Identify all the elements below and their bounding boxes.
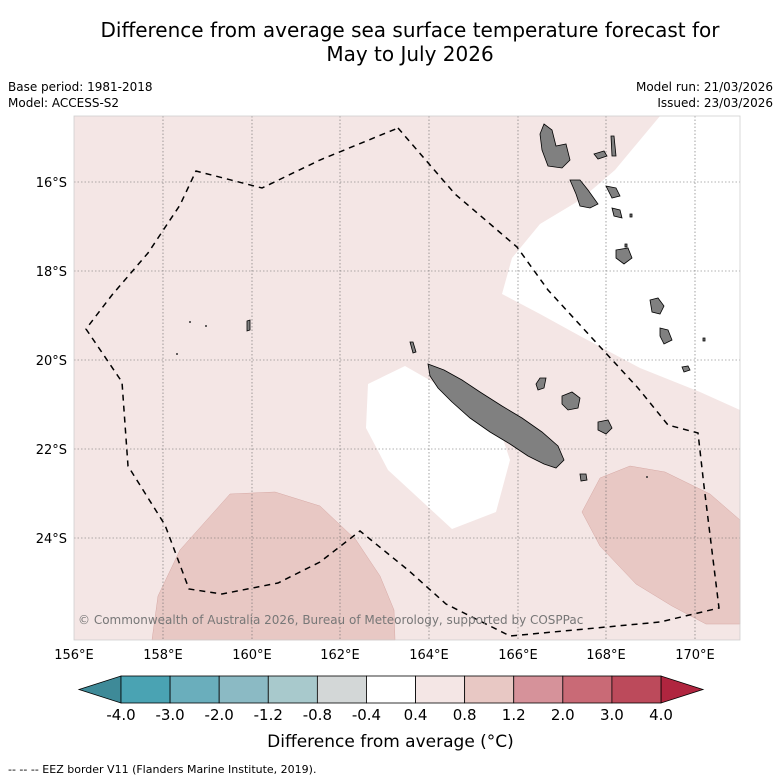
lon-label: 158°E — [143, 648, 183, 663]
colorbar-under-arrow — [77, 675, 122, 704]
colorbar-tick-label: 2.0 — [551, 706, 575, 724]
meta-right: Model run: 21/03/2026 Issued: 23/03/2026 — [636, 79, 773, 111]
eez-border — [85, 127, 720, 637]
warm-region-southwest — [151, 491, 396, 641]
title-line-1: Difference from average sea surface temp… — [100, 18, 720, 42]
graticule — [74, 116, 740, 640]
lon-label: 162°E — [320, 648, 360, 663]
loyalty-island-ouvea — [535, 377, 547, 391]
colorbar-bin — [464, 675, 515, 704]
map-title: Difference from average sea surface temp… — [20, 18, 781, 66]
vanuatu-tanna — [659, 327, 673, 345]
warm-region-southeast — [581, 465, 741, 625]
lat-labels: 16°S 18°S 20°S 22°S 24°S — [36, 176, 67, 547]
vanuatu-ambae — [593, 150, 608, 160]
lat-label: 16°S — [36, 176, 67, 191]
chesterfield-islet — [246, 319, 251, 332]
colorbar-tick-label: -3.0 — [155, 706, 184, 724]
colorbar-tick-label: 0.4 — [404, 706, 428, 724]
vanuatu-aneityum — [681, 365, 691, 373]
vanuatu-erromango — [649, 297, 665, 315]
lon-label: 160°E — [232, 648, 272, 663]
colorbar-bin — [267, 675, 318, 704]
colorbar-tick-label: -1.2 — [254, 706, 283, 724]
lon-label: 156°E — [54, 648, 94, 663]
vanuatu-epi — [611, 207, 623, 219]
colorbar: -4.0 -3.0 -2.0 -1.2 -0.8 -0.4 0.4 0.8 1.2 2.0 3.0 4… — [77, 675, 705, 724]
colorbar-bin — [316, 675, 367, 704]
neutral-region-central — [366, 366, 510, 529]
colorbar-tick-label: 4.0 — [649, 706, 673, 724]
reef-dot — [646, 476, 648, 478]
colorbar-tick-label: -0.8 — [303, 706, 332, 724]
small-islet-1 — [629, 213, 633, 218]
reef-dot — [176, 353, 178, 355]
tiny-reefs — [176, 321, 648, 478]
loyalty-island-lifou — [561, 391, 581, 411]
model-run: Model run: 21/03/2026 — [635, 80, 773, 94]
lon-label: 166°E — [498, 648, 538, 663]
vanuatu-pentecost — [605, 185, 621, 199]
isle-of-pines — [579, 473, 588, 482]
colorbar-bin — [218, 675, 269, 704]
colorbar-tick-label: 3.0 — [600, 706, 624, 724]
colorbar-bin — [366, 675, 416, 704]
small-islet-3 — [702, 337, 706, 342]
model-name: Model: ACCESS-S2 — [8, 96, 120, 110]
colorbar-over-arrow — [660, 675, 705, 704]
neutral-region-northeast — [502, 116, 740, 410]
reef-dot — [189, 321, 191, 323]
colorbar-bin — [562, 675, 613, 704]
issued-date: Issued: 23/03/2026 — [657, 96, 773, 110]
base-period: Base period: 1981-2018 — [8, 80, 153, 94]
colorbar-tick-label: -2.0 — [205, 706, 234, 724]
vanuatu-espiritu-santo — [539, 123, 571, 169]
vanuatu-malakula — [569, 179, 599, 209]
loyalty-island-mare — [597, 419, 613, 435]
vanuatu-maewo — [610, 135, 617, 157]
vanuatu-efate — [615, 247, 633, 265]
lon-labels: 156°E 158°E 160°E 162°E 164°E 166°E 168°… — [54, 648, 715, 663]
new-caledonia-mainland — [427, 363, 565, 469]
lon-label: 168°E — [586, 648, 626, 663]
lon-label: 170°E — [675, 648, 715, 663]
colorbar-bin — [513, 675, 564, 704]
copyright-notice: © Commonwealth of Australia 2026, Bureau… — [78, 613, 584, 627]
reef-dot — [205, 325, 207, 327]
colorbar-tick-label: 1.2 — [502, 706, 526, 724]
map-frame — [73, 115, 741, 641]
colorbar-tick-label: -4.0 — [106, 706, 135, 724]
lat-label: 22°S — [36, 443, 67, 458]
title-line-2: May to July 2026 — [326, 42, 494, 66]
colorbar-bin — [611, 675, 662, 704]
colorbar-tick-label: -0.4 — [352, 706, 381, 724]
lat-label: 18°S — [36, 265, 67, 280]
small-islet-2 — [624, 243, 628, 248]
land-masses — [246, 123, 706, 482]
meta-left: Base period: 1981-2018 Model: ACCESS-S2 — [8, 79, 153, 111]
colorbar-tick-label: 0.8 — [453, 706, 477, 724]
lon-label: 164°E — [409, 648, 449, 663]
colorbar-title: Difference from average (°C) — [267, 732, 514, 752]
colorbar-bin — [120, 675, 171, 704]
lat-label: 20°S — [36, 354, 67, 369]
lat-label: 24°S — [36, 532, 67, 547]
colorbar-bin — [169, 675, 220, 704]
eez-legend-note: -- -- -- EEZ border V11 (Flanders Marine… — [8, 763, 317, 776]
colorbar-bin — [415, 675, 466, 704]
belep-islands — [409, 341, 417, 354]
